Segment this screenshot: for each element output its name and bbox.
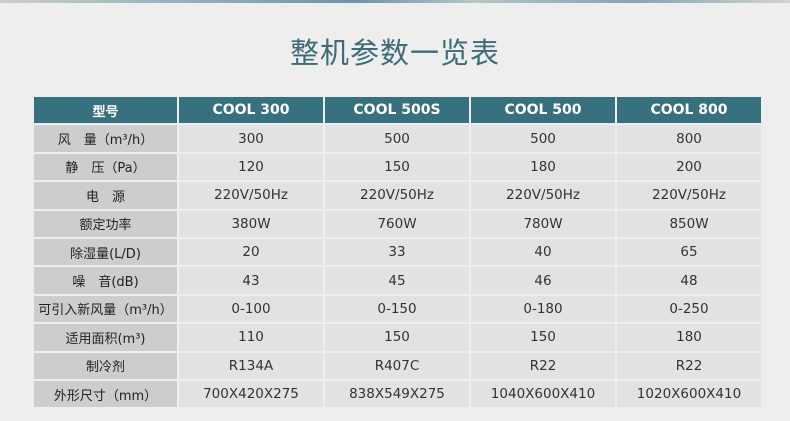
table-cell: 110 — [179, 324, 323, 351]
table-cell: 40 — [471, 238, 615, 266]
table-cell: 45 — [325, 267, 469, 294]
table-cell: 220V/50Hz — [179, 182, 323, 209]
table-cell: 220V/50Hz — [617, 182, 761, 209]
table-cell: R407C — [325, 352, 469, 379]
table-cell: 200 — [617, 153, 761, 181]
table-cell: 0-100 — [179, 295, 323, 323]
table-cell: 0-180 — [471, 295, 615, 323]
table-cell: 48 — [617, 267, 761, 294]
table-cell: 33 — [325, 238, 469, 266]
table-cell: 850W — [617, 210, 761, 237]
table-header-row: 型号 COOL 300 COOL 500S COOL 500 COOL 800 — [34, 97, 761, 124]
table-cell: 150 — [325, 324, 469, 351]
top-banner-image — [0, 0, 790, 3]
table-row: 可引入新风量（m³/h） 0-100 0-150 0-180 0-250 — [34, 295, 761, 323]
header-cool-800: COOL 800 — [617, 97, 761, 124]
row-label: 电 源 — [34, 182, 177, 209]
table-cell: R22 — [617, 352, 761, 379]
table-cell: 20 — [179, 238, 323, 266]
row-label: 外形尺寸（mm） — [34, 380, 177, 408]
header-cool-300: COOL 300 — [179, 97, 323, 124]
table-row: 电 源 220V/50Hz 220V/50Hz 220V/50Hz 220V/50Hz — [34, 182, 761, 209]
table-row: 外形尺寸（mm） 700X420X275 838X549X275 1040X600X4… — [34, 380, 761, 408]
page-title: 整机参数一览表 — [289, 36, 500, 70]
row-label: 额定功率 — [34, 210, 177, 237]
row-label: 静 压（Pa） — [34, 153, 177, 181]
table-cell: 180 — [471, 153, 615, 181]
table-cell: 780W — [471, 210, 615, 237]
table-cell: 838X549X275 — [325, 380, 469, 408]
table-cell: 500 — [325, 125, 469, 152]
table-cell: 46 — [471, 267, 615, 294]
table-cell: 500 — [471, 125, 615, 152]
row-label: 噪 音(dB) — [34, 267, 177, 294]
row-label: 可引入新风量（m³/h） — [34, 295, 177, 323]
table-cell: 800 — [617, 125, 761, 152]
table-cell: 1020X600X410 — [617, 380, 761, 408]
table-cell: 220V/50Hz — [325, 182, 469, 209]
table-cell: 1040X600X410 — [471, 380, 615, 408]
row-label: 制冷剂 — [34, 352, 177, 379]
table-row: 除湿量(L/D) 20 33 40 65 — [34, 238, 761, 266]
table-row: 噪 音(dB) 43 45 46 48 — [34, 267, 761, 294]
header-cool-500: COOL 500 — [471, 97, 615, 124]
table-cell: 220V/50Hz — [471, 182, 615, 209]
spec-table: 型号 COOL 300 COOL 500S COOL 500 COOL 800 … — [32, 95, 763, 409]
table-cell: 760W — [325, 210, 469, 237]
row-label: 除湿量(L/D) — [34, 238, 177, 266]
table-cell: 380W — [179, 210, 323, 237]
table-row: 风 量（m³/h） 300 500 500 800 — [34, 125, 761, 152]
header-model: 型号 — [34, 97, 177, 124]
table-cell: 300 — [179, 125, 323, 152]
table-cell: 0-250 — [617, 295, 761, 323]
table-row: 制冷剂 R134A R407C R22 R22 — [34, 352, 761, 379]
table-cell: 65 — [617, 238, 761, 266]
table-cell: 180 — [617, 324, 761, 351]
table-cell: 120 — [179, 153, 323, 181]
row-label: 适用面积(m³) — [34, 324, 177, 351]
table-row: 额定功率 380W 760W 780W 850W — [34, 210, 761, 237]
table-row: 适用面积(m³) 110 150 150 180 — [34, 324, 761, 351]
table-cell: 0-150 — [325, 295, 469, 323]
row-label: 风 量（m³/h） — [34, 125, 177, 152]
table-cell: 43 — [179, 267, 323, 294]
table-cell: 150 — [471, 324, 615, 351]
table-row: 静 压（Pa） 120 150 180 200 — [34, 153, 761, 181]
header-cool-500s: COOL 500S — [325, 97, 469, 124]
table-cell: 700X420X275 — [179, 380, 323, 408]
table-cell: 150 — [325, 153, 469, 181]
table-cell: R22 — [471, 352, 615, 379]
table-cell: R134A — [179, 352, 323, 379]
